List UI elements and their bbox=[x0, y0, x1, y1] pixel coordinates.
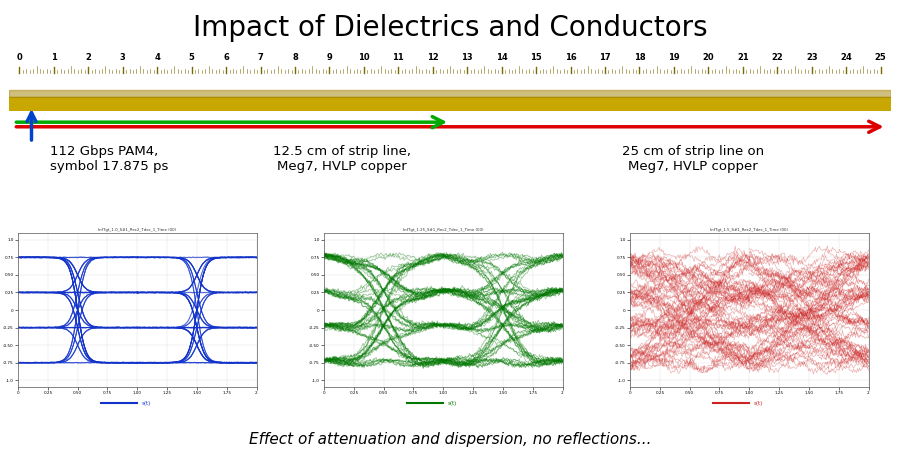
Text: 112 Gbps PAM4,
symbol 17.875 ps: 112 Gbps PAM4, symbol 17.875 ps bbox=[50, 145, 168, 173]
Text: 9: 9 bbox=[327, 53, 332, 61]
Text: 18: 18 bbox=[634, 53, 645, 61]
Text: Impact of Dielectrics and Conductors: Impact of Dielectrics and Conductors bbox=[193, 14, 707, 42]
Text: 17: 17 bbox=[599, 53, 611, 61]
Text: Effect of attenuation and dispersion, no reflections...: Effect of attenuation and dispersion, no… bbox=[248, 432, 652, 447]
Text: 1: 1 bbox=[51, 53, 57, 61]
Text: 6: 6 bbox=[223, 53, 229, 61]
Text: 20: 20 bbox=[703, 53, 715, 61]
Text: s(t): s(t) bbox=[142, 401, 151, 406]
Text: 22: 22 bbox=[771, 53, 783, 61]
Text: 13: 13 bbox=[462, 53, 473, 61]
Text: 0: 0 bbox=[16, 53, 22, 61]
Text: s(t): s(t) bbox=[754, 401, 763, 406]
Text: 23: 23 bbox=[806, 53, 817, 61]
Text: s(t): s(t) bbox=[448, 401, 457, 406]
Text: 4: 4 bbox=[154, 53, 160, 61]
Text: 3: 3 bbox=[120, 53, 126, 61]
Text: 24: 24 bbox=[841, 53, 852, 61]
Title: InfTgt_1.25_S#1_Rec2_Tdec_1_Time (00): InfTgt_1.25_S#1_Rec2_Tdec_1_Time (00) bbox=[403, 228, 483, 232]
Text: 25: 25 bbox=[875, 53, 886, 61]
Text: 15: 15 bbox=[530, 53, 542, 61]
Text: 16: 16 bbox=[564, 53, 577, 61]
Text: 5: 5 bbox=[189, 53, 194, 61]
Text: 7: 7 bbox=[257, 53, 264, 61]
Text: 19: 19 bbox=[668, 53, 680, 61]
Text: 11: 11 bbox=[392, 53, 404, 61]
Bar bbox=[9, 90, 891, 97]
Text: 12: 12 bbox=[427, 53, 438, 61]
Text: 10: 10 bbox=[358, 53, 370, 61]
Title: InfTgt_1.0_S#1_Rec2_Tdec_1_Time (00): InfTgt_1.0_S#1_Rec2_Tdec_1_Time (00) bbox=[98, 228, 176, 232]
Text: 14: 14 bbox=[496, 53, 508, 61]
Text: 2: 2 bbox=[86, 53, 91, 61]
Text: 8: 8 bbox=[292, 53, 298, 61]
Text: 12.5 cm of strip line,
Meg7, HVLP copper: 12.5 cm of strip line, Meg7, HVLP copper bbox=[273, 145, 411, 173]
Bar bbox=[9, 97, 891, 111]
Text: 25 cm of strip line on
Meg7, HVLP copper: 25 cm of strip line on Meg7, HVLP copper bbox=[622, 145, 764, 173]
Text: 21: 21 bbox=[737, 53, 749, 61]
Title: InfTgt_1.5_S#1_Rec2_Tdec_1_Time (00): InfTgt_1.5_S#1_Rec2_Tdec_1_Time (00) bbox=[710, 228, 788, 232]
